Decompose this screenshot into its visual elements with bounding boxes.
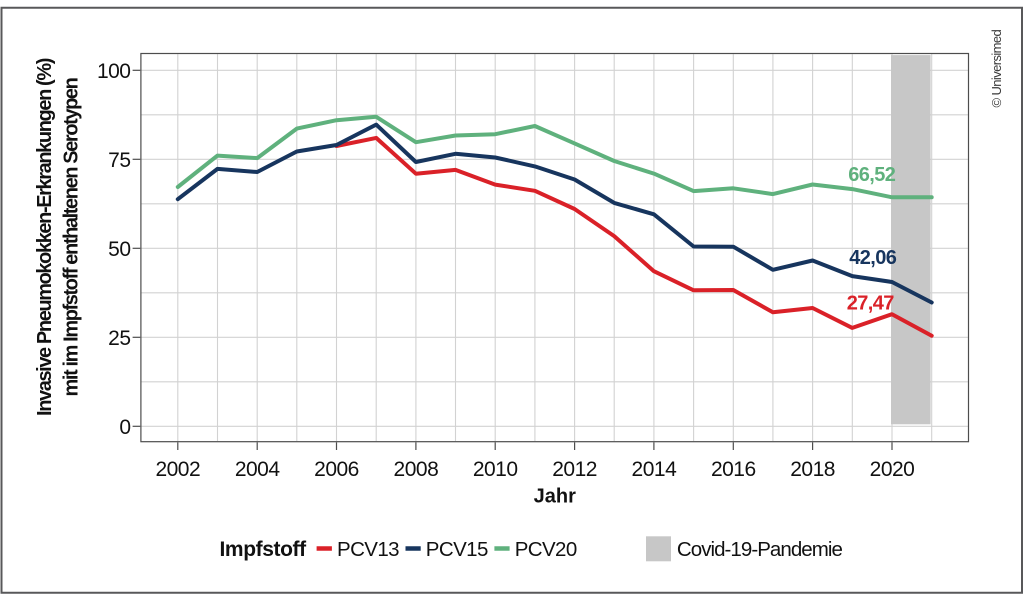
svg-text:Covid-19-Pandemie: Covid-19-Pandemie <box>677 538 843 561</box>
svg-text:2010: 2010 <box>473 458 518 481</box>
svg-text:© Universimed: © Universimed <box>989 29 1004 107</box>
svg-text:2014: 2014 <box>632 458 678 481</box>
svg-text:Impfstoff: Impfstoff <box>220 538 308 561</box>
svg-text:0: 0 <box>119 416 130 439</box>
svg-text:100: 100 <box>97 60 131 83</box>
svg-text:66,52: 66,52 <box>848 164 896 186</box>
svg-text:PCV13: PCV13 <box>337 538 399 561</box>
svg-text:2012: 2012 <box>552 458 597 481</box>
svg-text:75: 75 <box>108 149 130 172</box>
svg-text:2008: 2008 <box>394 458 439 481</box>
svg-text:2016: 2016 <box>711 458 756 481</box>
svg-text:27,47: 27,47 <box>847 293 895 315</box>
svg-text:PCV20: PCV20 <box>515 538 577 561</box>
svg-text:42,06: 42,06 <box>849 247 897 269</box>
svg-text:Invasive Pneumokokken-Erkranku: Invasive Pneumokokken-Erkrankungen (%) <box>34 58 56 416</box>
svg-text:PCV15: PCV15 <box>426 538 488 561</box>
svg-text:50: 50 <box>108 238 130 261</box>
svg-text:2018: 2018 <box>790 458 835 481</box>
svg-text:mit im Impfstoff enthaltenen S: mit im Impfstoff enthaltenen Serotypen <box>61 78 83 396</box>
svg-text:2006: 2006 <box>314 458 359 481</box>
svg-text:2002: 2002 <box>155 458 200 481</box>
svg-text:Jahr: Jahr <box>534 486 576 508</box>
svg-text:25: 25 <box>108 327 130 350</box>
svg-text:2004: 2004 <box>235 458 281 481</box>
svg-text:2020: 2020 <box>870 458 915 481</box>
